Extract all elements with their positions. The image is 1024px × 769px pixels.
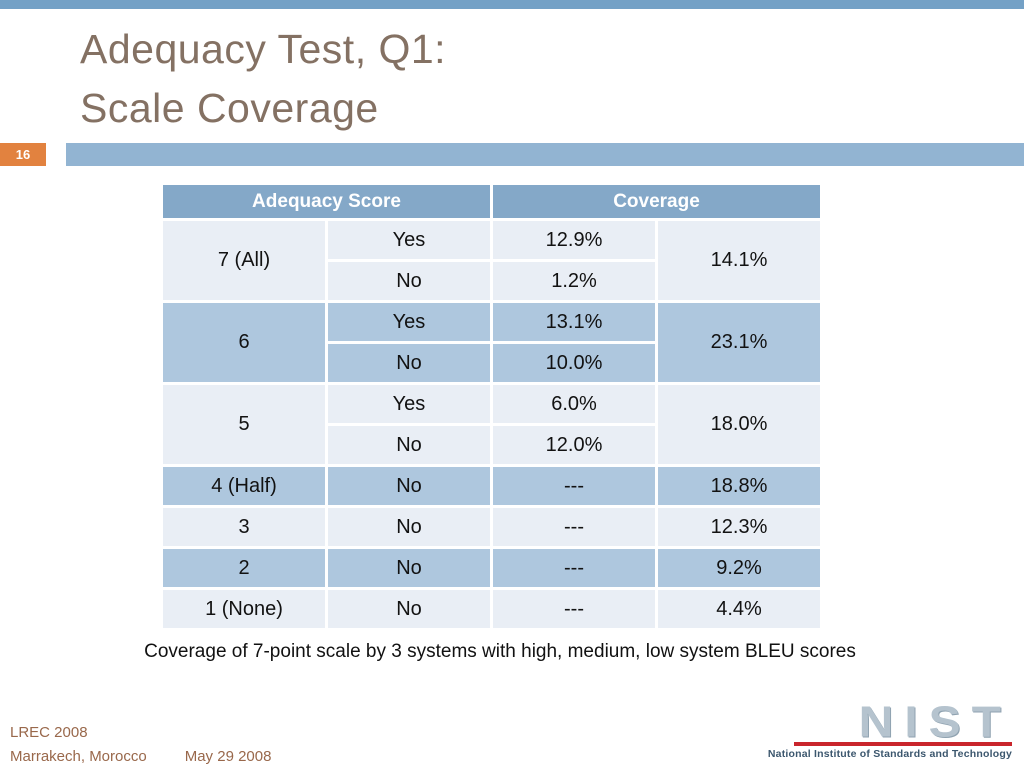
table-caption: Coverage of 7-point scale by 3 systems w… <box>144 641 856 662</box>
pct-cell: 10.0% <box>490 341 658 385</box>
score-cell: 1 (None) <box>160 587 328 631</box>
answer-cell: No <box>325 464 493 508</box>
total-cell: 14.1% <box>654 218 824 303</box>
slide-number-badge: 16 <box>0 143 46 166</box>
table-row: 1 (None) No --- 4.4% <box>160 587 824 631</box>
answer-cell: No <box>325 587 493 631</box>
nist-wordmark: NIST <box>858 698 1012 747</box>
pct-cell: 13.1% <box>490 300 658 344</box>
table-row: 7 (All) Yes 12.9% 14.1% <box>160 218 824 303</box>
header-coverage: Coverage <box>489 182 824 221</box>
score-cell: 3 <box>160 505 328 549</box>
answer-cell: No <box>325 341 493 385</box>
total-cell: 18.0% <box>654 382 824 467</box>
answer-cell: Yes <box>325 300 493 344</box>
score-cell: 7 (All) <box>160 218 328 303</box>
footer-location: Marrakech, Morocco <box>10 748 147 765</box>
table-row: 4 (Half) No --- 18.8% <box>160 464 824 508</box>
total-cell: 9.2% <box>654 546 824 590</box>
page-title: Adequacy Test, Q1: Scale Coverage <box>80 20 446 138</box>
score-cell: 2 <box>160 546 328 590</box>
footer-line-2: Marrakech, Morocco May 29 2008 <box>10 745 271 769</box>
title-accent-bar <box>66 143 1024 166</box>
table-row: 2 No --- 9.2% <box>160 546 824 590</box>
answer-cell: No <box>325 505 493 549</box>
total-cell: 18.8% <box>654 464 824 508</box>
table-row: 6 Yes 13.1% 23.1% <box>160 300 824 385</box>
total-cell: 12.3% <box>654 505 824 549</box>
coverage-table-body: 7 (All) Yes 12.9% 14.1% No 1.2% 6 Yes 13.1% 23.1%… <box>160 218 824 631</box>
answer-cell: Yes <box>325 382 493 426</box>
top-border-bar <box>0 0 1024 9</box>
pct-cell: --- <box>490 464 658 508</box>
pct-cell: 6.0% <box>490 382 658 426</box>
header-adequacy-score: Adequacy Score <box>160 182 493 221</box>
answer-cell: Yes <box>325 218 493 262</box>
pct-cell: --- <box>490 505 658 549</box>
answer-cell: No <box>325 259 493 303</box>
table-row: No 12.0% <box>162 423 822 467</box>
pct-cell: 12.9% <box>490 218 658 262</box>
total-cell: 4.4% <box>654 587 824 631</box>
coverage-table: Adequacy Score Coverage 7 (All) Yes 12.9% 1… <box>160 182 824 631</box>
pct-cell: --- <box>490 587 658 631</box>
table-header-row: Adequacy Score Coverage <box>160 182 824 221</box>
footer-conference: LREC 2008 <box>10 724 88 741</box>
answer-cell: No <box>325 423 493 467</box>
pct-cell: 12.0% <box>490 423 658 467</box>
table-row: 3 No --- 12.3% <box>160 505 824 549</box>
nist-red-underline-icon <box>794 742 1012 746</box>
pct-cell: 1.2% <box>490 259 658 303</box>
title-line-2: Scale Coverage <box>80 85 379 131</box>
answer-cell: No <box>325 546 493 590</box>
pct-cell: --- <box>490 546 658 590</box>
score-cell: 5 <box>160 382 328 467</box>
footer: LREC 2008 Marrakech, Morocco May 29 2008 <box>10 721 271 769</box>
title-line-1: Adequacy Test, Q1: <box>80 26 447 72</box>
total-cell: 23.1% <box>654 300 824 385</box>
table-row: No 10.0% <box>162 341 822 385</box>
score-cell: 4 (Half) <box>160 464 328 508</box>
nist-tagline: National Institute of Standards and Tech… <box>767 748 1012 760</box>
footer-date: May 29 2008 <box>184 748 272 765</box>
score-cell: 6 <box>160 300 328 385</box>
table-row: No 1.2% <box>162 259 822 303</box>
nist-logo: NIST National Institute of Standards and… <box>722 700 1012 760</box>
table-row: 5 Yes 6.0% 18.0% <box>160 382 824 467</box>
